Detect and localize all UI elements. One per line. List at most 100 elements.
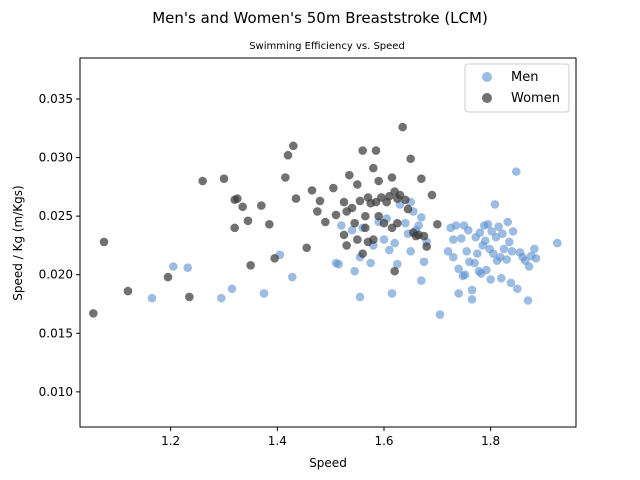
data-point-men xyxy=(503,217,513,227)
data-point-men xyxy=(531,254,541,263)
data-point-men xyxy=(347,225,357,235)
data-point-women xyxy=(347,203,357,213)
data-point-men xyxy=(457,234,466,243)
data-point-women xyxy=(433,220,442,229)
data-point-men xyxy=(454,289,463,298)
data-point-women xyxy=(257,201,266,210)
x-tick-label: 1.6 xyxy=(374,434,393,448)
data-point-men xyxy=(366,258,375,268)
data-point-men xyxy=(419,257,429,267)
data-point-men xyxy=(417,213,426,222)
data-point-women xyxy=(345,170,354,180)
data-point-women xyxy=(321,217,330,227)
data-point-men xyxy=(460,270,470,280)
data-point-men xyxy=(393,259,402,269)
data-point-men xyxy=(511,167,521,176)
data-point-men xyxy=(553,238,562,248)
data-point-men xyxy=(475,228,485,237)
data-point-women xyxy=(374,211,383,221)
data-point-women xyxy=(339,197,349,207)
data-point-men xyxy=(497,273,506,283)
data-point-women xyxy=(185,292,194,302)
data-point-women xyxy=(374,176,383,186)
data-point-men xyxy=(183,263,193,272)
data-point-men xyxy=(169,262,178,271)
data-point-women xyxy=(283,150,293,160)
data-point-women xyxy=(233,194,242,203)
data-point-men xyxy=(259,289,269,298)
data-point-women xyxy=(230,223,239,233)
data-point-women xyxy=(403,204,413,214)
y-tick-label: 0.035 xyxy=(39,92,73,106)
data-point-men xyxy=(387,289,397,298)
data-point-men xyxy=(499,244,509,254)
data-point-women xyxy=(406,154,415,164)
data-point-men xyxy=(491,232,501,242)
data-point-women xyxy=(361,211,370,221)
data-point-men xyxy=(467,285,477,295)
data-point-women xyxy=(123,286,133,296)
data-point-men xyxy=(379,235,389,244)
legend-label-men: Men xyxy=(511,70,538,85)
data-point-men xyxy=(494,222,503,231)
data-point-women xyxy=(379,218,389,228)
data-point-women xyxy=(329,183,338,193)
data-point-men xyxy=(334,259,343,269)
data-point-men xyxy=(227,284,237,294)
y-tick-label: 0.020 xyxy=(39,268,73,282)
y-tick-label: 0.015 xyxy=(39,326,73,340)
data-point-men xyxy=(506,278,516,288)
data-point-women xyxy=(427,190,437,200)
data-point-women xyxy=(265,220,274,229)
data-point-men xyxy=(523,296,533,305)
data-point-women xyxy=(353,180,362,189)
data-point-men xyxy=(462,246,471,256)
data-point-men xyxy=(481,236,490,246)
data-point-men xyxy=(513,284,522,294)
data-point-men xyxy=(350,266,359,276)
points-layer xyxy=(89,122,562,319)
data-point-men xyxy=(507,246,517,256)
data-point-men xyxy=(454,264,463,274)
data-point-men xyxy=(449,252,458,262)
data-point-women xyxy=(163,272,173,282)
data-point-women xyxy=(401,195,410,205)
legend-marker-women xyxy=(482,93,492,103)
data-point-women xyxy=(313,207,322,216)
data-point-men xyxy=(401,218,410,228)
x-tick-label: 1.8 xyxy=(481,434,500,448)
data-point-women xyxy=(291,194,301,203)
data-point-men xyxy=(443,246,453,256)
data-point-women xyxy=(289,141,298,151)
plot-frame xyxy=(79,57,577,428)
data-point-men xyxy=(385,245,394,255)
data-point-women xyxy=(198,176,207,186)
y-tick-label: 0.010 xyxy=(39,385,73,399)
data-point-men xyxy=(355,292,365,302)
data-point-men xyxy=(489,249,498,258)
data-point-women xyxy=(270,254,279,263)
data-point-women xyxy=(342,241,351,250)
data-point-women xyxy=(358,146,367,155)
data-point-women xyxy=(355,196,365,206)
data-point-men xyxy=(217,293,226,303)
data-point-women xyxy=(281,173,290,182)
data-point-men xyxy=(502,255,511,264)
data-point-women xyxy=(358,249,367,258)
data-point-women xyxy=(361,223,370,233)
y-axis-label: Speed / Kg (m/Kgs) xyxy=(11,185,25,300)
data-point-women xyxy=(99,237,109,247)
data-point-men xyxy=(147,293,157,303)
legend: Men Women xyxy=(464,63,570,113)
data-point-men xyxy=(524,262,534,271)
data-point-women xyxy=(315,196,325,206)
data-point-women xyxy=(243,216,253,226)
data-point-women xyxy=(369,235,378,244)
data-point-women xyxy=(390,266,399,276)
data-point-men xyxy=(406,246,415,256)
chart-title: Men's and Women's 50m Breaststroke (LCM) xyxy=(152,9,488,27)
x-axis-label: Speed xyxy=(309,456,347,470)
data-point-women xyxy=(417,174,426,183)
data-point-men xyxy=(490,200,500,209)
